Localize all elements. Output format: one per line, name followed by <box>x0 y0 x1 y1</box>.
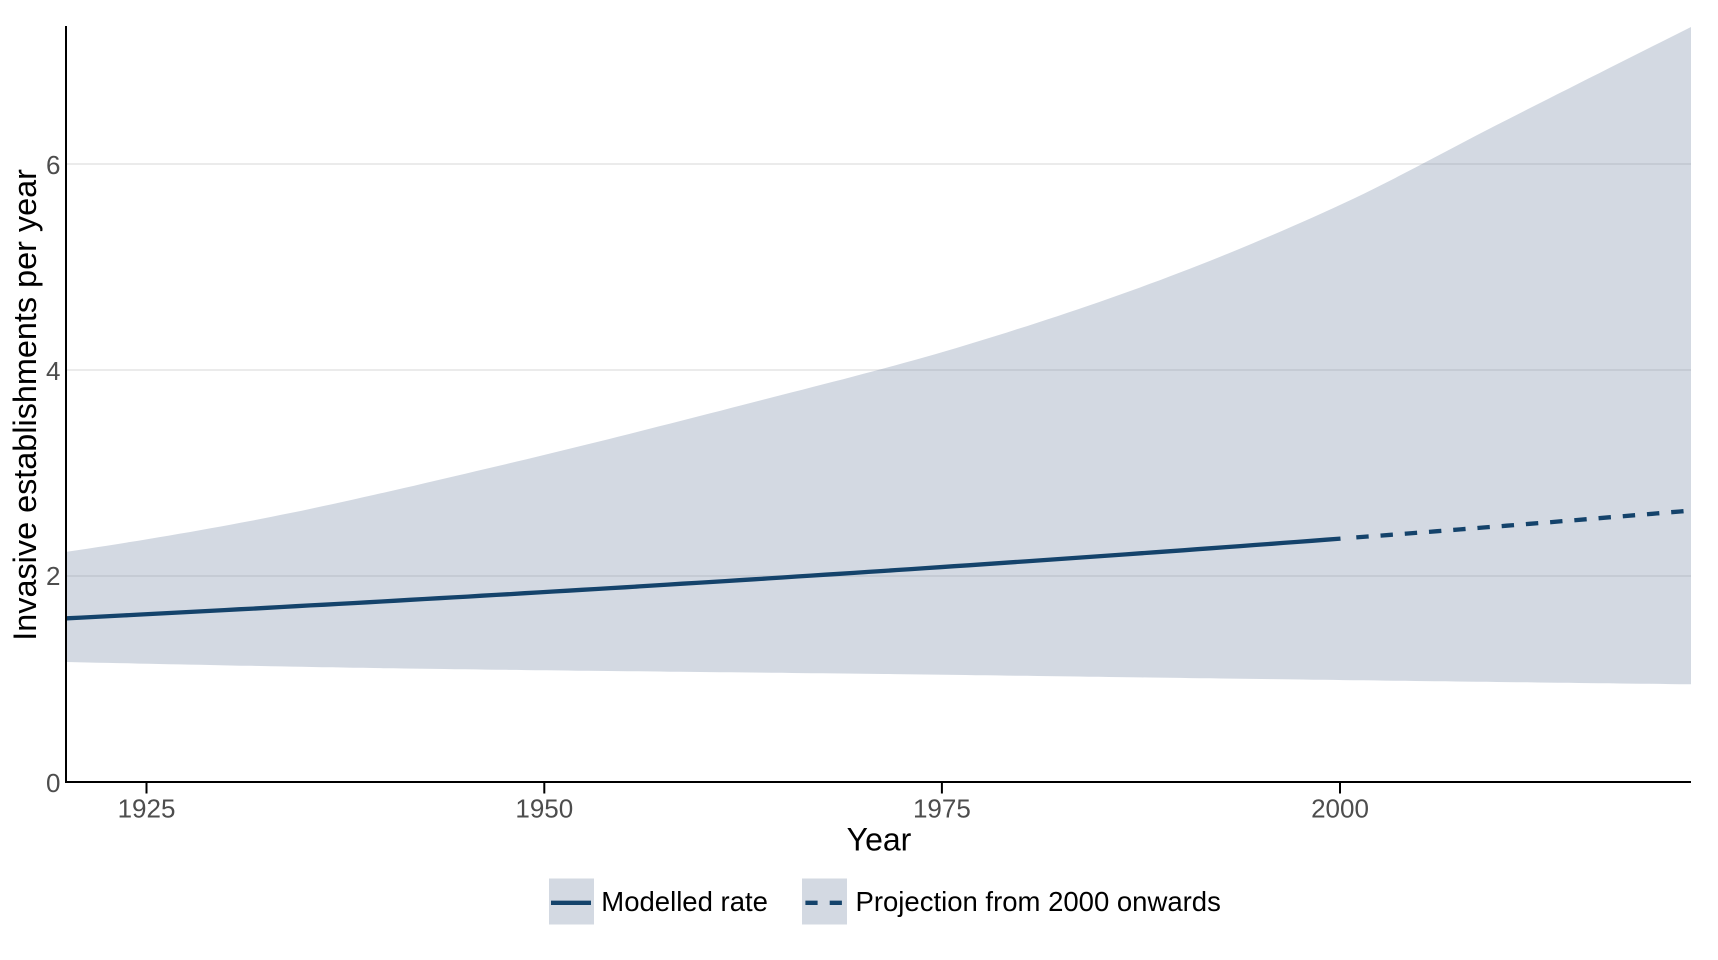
svg-text:Invasive establishments per ye: Invasive establishments per year <box>7 169 43 641</box>
svg-text:Modelled rate: Modelled rate <box>601 886 768 917</box>
svg-text:1950: 1950 <box>515 794 573 824</box>
svg-text:Year: Year <box>847 822 912 858</box>
svg-text:1925: 1925 <box>118 794 176 824</box>
svg-text:2000: 2000 <box>1311 794 1369 824</box>
svg-text:6: 6 <box>46 150 60 180</box>
svg-text:Projection from 2000 onwards: Projection from 2000 onwards <box>856 886 1221 917</box>
svg-text:4: 4 <box>46 356 60 386</box>
svg-text:0: 0 <box>46 768 60 798</box>
svg-text:1975: 1975 <box>913 794 971 824</box>
svg-text:2: 2 <box>46 561 60 591</box>
